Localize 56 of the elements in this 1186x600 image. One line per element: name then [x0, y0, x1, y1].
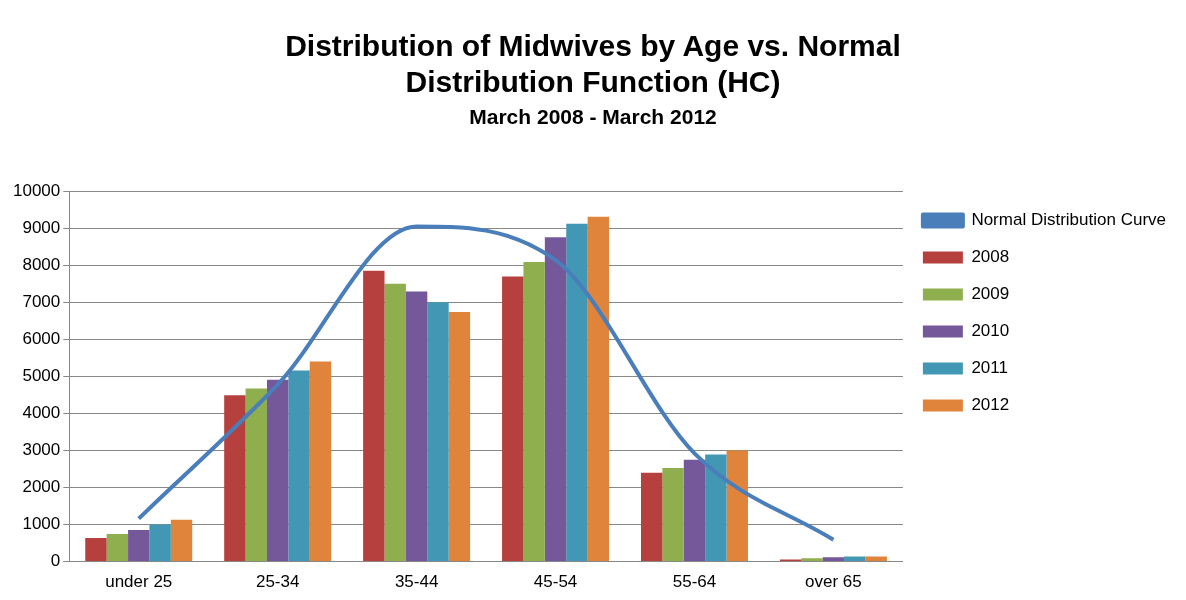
bar — [170, 519, 193, 562]
legend-label: 2009 — [971, 284, 1010, 304]
bar — [149, 524, 171, 562]
bar — [85, 537, 107, 562]
bar — [363, 270, 385, 562]
bar — [405, 291, 428, 562]
y-tick-label: 8000 — [22, 254, 61, 274]
y-tick-label: 7000 — [22, 292, 61, 312]
bar — [502, 276, 524, 562]
x-tick-label: 25-34 — [255, 572, 300, 592]
legend-label: 2012 — [971, 395, 1010, 415]
bar — [822, 557, 845, 562]
chart-subtitle: March 2008 - March 2012 — [469, 105, 717, 129]
bar — [683, 459, 706, 562]
bar — [844, 556, 866, 562]
bar — [726, 450, 748, 562]
bar — [309, 361, 332, 562]
bar — [245, 388, 267, 562]
bar — [566, 223, 588, 562]
legend-label: 2010 — [971, 321, 1010, 341]
text: Distribution of Midwives by Age vs. Normal — [285, 29, 901, 63]
x-tick-label: 55-64 — [672, 572, 717, 592]
line-series — [136, 224, 836, 542]
x-tick-label: 45-54 — [533, 572, 578, 592]
bar — [865, 556, 887, 562]
y-tick-label: 1000 — [22, 514, 61, 534]
y-tick-label: 2000 — [22, 477, 61, 497]
y-tick-label: 6000 — [22, 329, 61, 349]
bar — [705, 454, 727, 562]
bar — [587, 216, 610, 562]
y-tick-label: 0 — [50, 551, 61, 571]
legend-label: Normal Distribution Curve — [971, 210, 1167, 230]
y-tick-label: 9000 — [22, 217, 61, 237]
bar — [427, 302, 449, 562]
bar — [544, 237, 567, 562]
legend-label: 2011 — [971, 358, 1008, 378]
bar — [448, 311, 471, 562]
bar — [106, 534, 129, 562]
bar — [128, 530, 150, 562]
bar — [288, 370, 310, 562]
bar — [662, 467, 684, 562]
legend-label: 2008 — [971, 247, 1010, 267]
bar — [384, 283, 406, 562]
text: Distribution Function (HC) — [405, 65, 781, 99]
y-tick-label: 3000 — [22, 440, 61, 460]
x-tick-label: over 65 — [805, 572, 862, 592]
x-tick-label: under 25 — [105, 572, 173, 592]
y-tick-label: 5000 — [22, 366, 61, 386]
bar — [224, 395, 246, 562]
bar — [801, 558, 823, 562]
x-tick-label: 35-44 — [394, 572, 439, 592]
y-tick-label: 4000 — [22, 403, 61, 423]
bar — [523, 261, 545, 562]
bar — [640, 472, 663, 562]
bar — [266, 379, 289, 562]
y-tick-label: 10000 — [12, 180, 61, 200]
